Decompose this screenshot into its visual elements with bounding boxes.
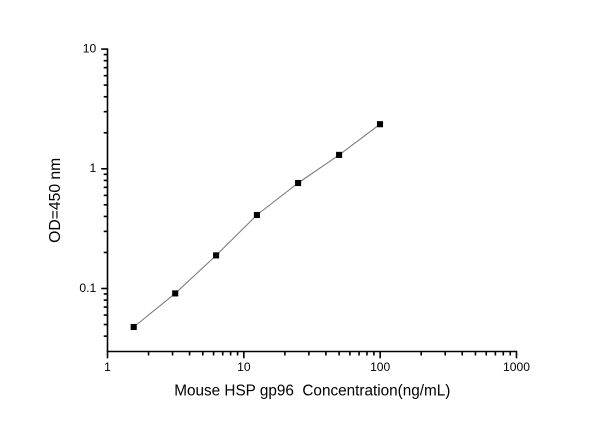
svg-text:0.1: 0.1 [79,281,96,295]
svg-text:100: 100 [370,360,390,374]
svg-text:10: 10 [83,42,97,56]
svg-text:1: 1 [104,360,111,374]
svg-text:10: 10 [237,360,251,374]
svg-text:1: 1 [89,161,96,175]
svg-text:Mouse HSP gp96 Concentration(: Mouse HSP gp96 Concentration(ng/mL) [174,383,450,400]
svg-text:1000: 1000 [503,360,530,374]
svg-text:OD=450 nm: OD=450 nm [47,158,64,243]
